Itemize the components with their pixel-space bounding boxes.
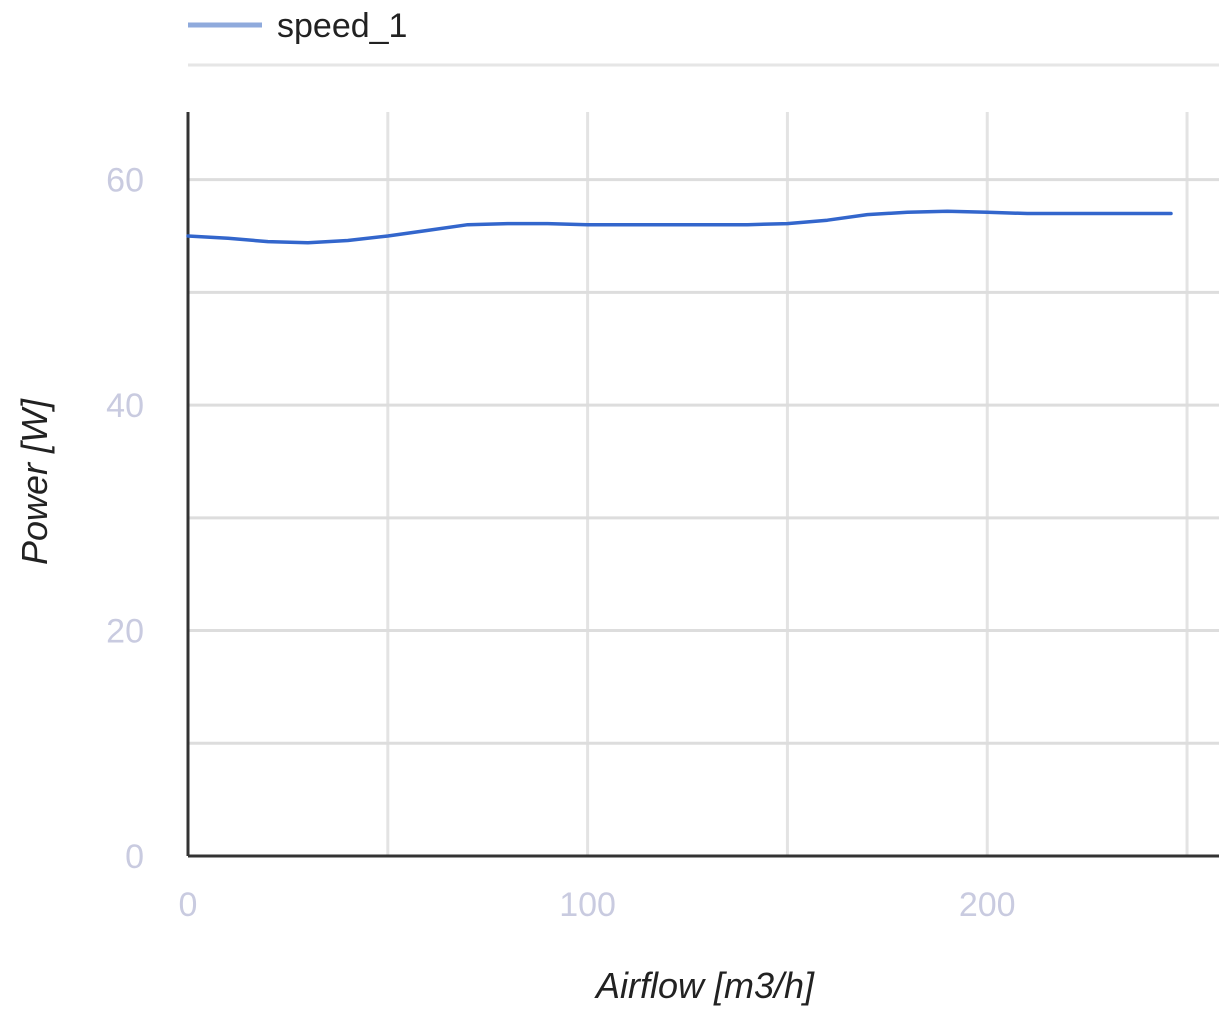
y-tick-label: 60 bbox=[106, 162, 144, 200]
legend-label: speed_1 bbox=[277, 7, 407, 45]
x-tick-label: 100 bbox=[559, 886, 616, 924]
x-tick-label: 0 bbox=[179, 886, 198, 924]
y-axis-title: Power [W] bbox=[14, 398, 55, 565]
y-tick-label: 40 bbox=[106, 387, 144, 425]
y-tick-label: 20 bbox=[106, 613, 144, 651]
series-layer bbox=[186, 209, 1173, 245]
x-tick-label: 200 bbox=[959, 886, 1016, 924]
x-axis-title: Airflow [m3/h] bbox=[594, 965, 815, 1006]
tick-labels: 0 100 200 0 20 40 60 bbox=[106, 162, 1015, 924]
legend: speed_1 bbox=[188, 7, 1219, 67]
series-line-speed_1 bbox=[186, 209, 1173, 245]
y-tick-label: 0 bbox=[125, 838, 144, 876]
grid-layer bbox=[188, 112, 1219, 856]
